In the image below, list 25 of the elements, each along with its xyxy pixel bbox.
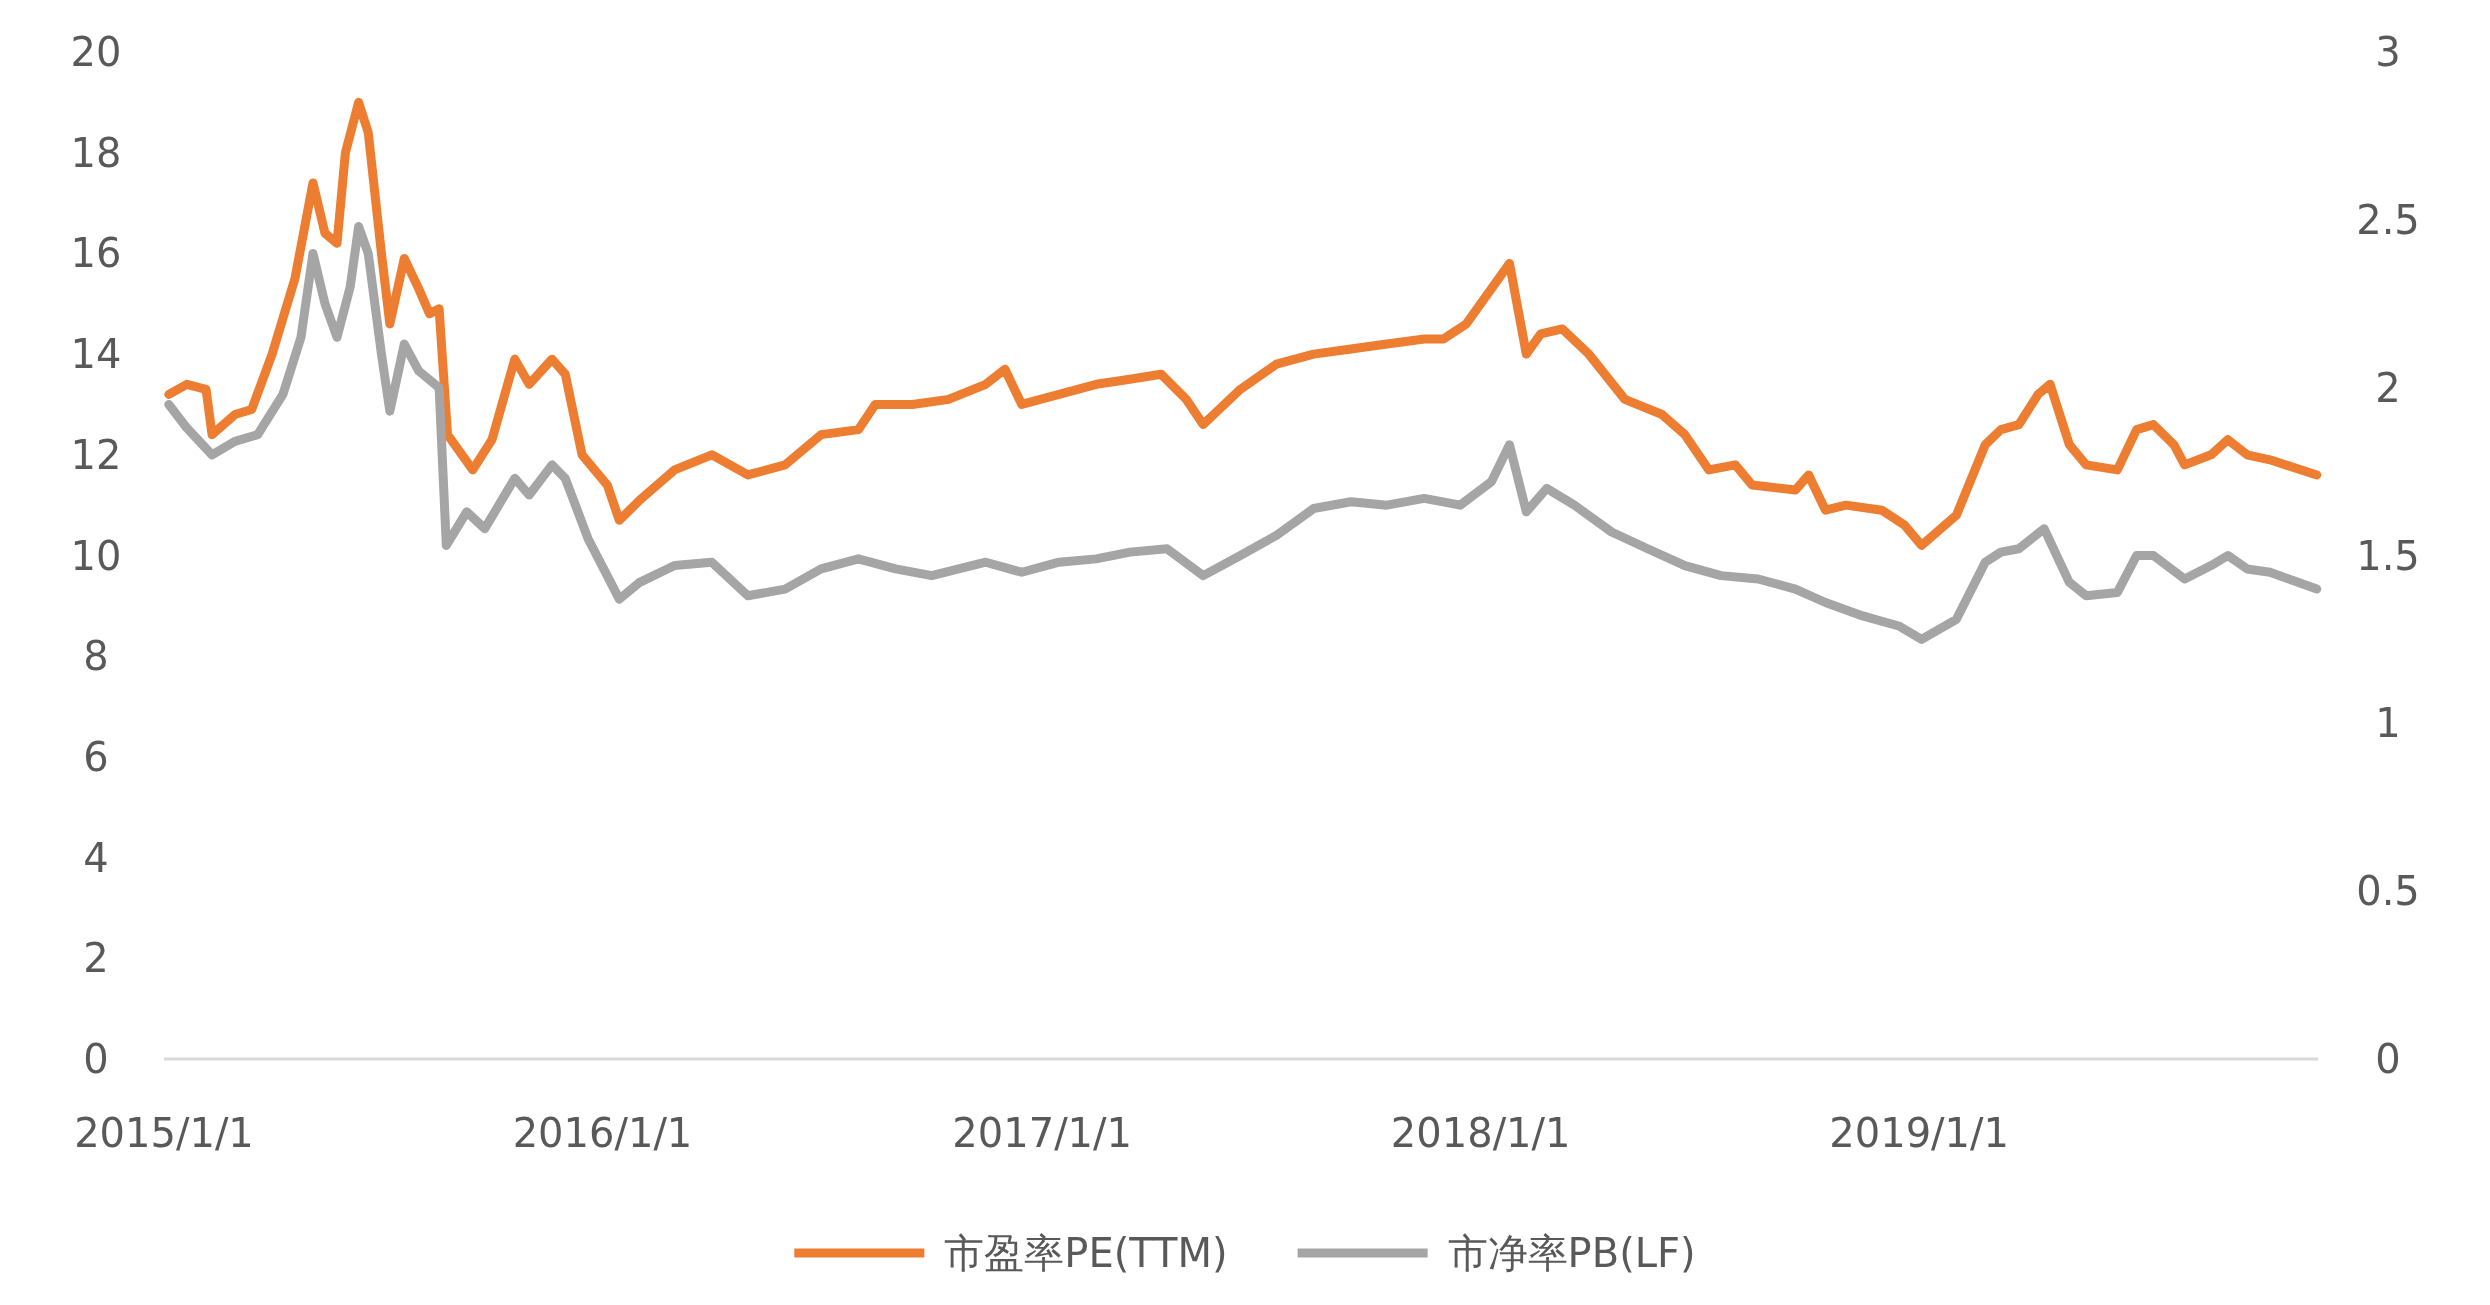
y2-tick-label: 0.5 — [2356, 868, 2420, 915]
y2-tick-label: 1 — [2375, 700, 2401, 747]
y-tick-label: 20 — [70, 29, 122, 75]
y-tick-label: 4 — [83, 834, 109, 881]
y2-tick-label: 3 — [2375, 29, 2401, 75]
y-tick-label: 2 — [83, 935, 109, 982]
x-tick-label: 2019/1/1 — [1829, 1110, 2009, 1156]
legend-label: 市净率PB(LF) — [1447, 1230, 1696, 1276]
y2-tick-label: 2.5 — [2356, 196, 2420, 243]
y2-tick-label: 1.5 — [2356, 532, 2420, 579]
y-tick-label: 18 — [70, 129, 122, 176]
y-tick-label: 10 — [70, 532, 122, 579]
x-tick-label: 2016/1/1 — [512, 1110, 693, 1156]
y-tick-label: 12 — [70, 431, 122, 478]
y-tick-label: 6 — [83, 733, 109, 780]
x-tick-label: 2015/1/1 — [74, 1110, 254, 1156]
y-tick-label: 8 — [83, 633, 109, 680]
x-tick-label: 2017/1/1 — [952, 1110, 1133, 1156]
y-tick-label: 16 — [70, 230, 122, 277]
y2-tick-label: 2 — [2375, 364, 2401, 411]
y-tick-label: 14 — [70, 331, 122, 378]
x-tick-label: 2018/1/1 — [1390, 1110, 1571, 1156]
y-tick-label: 0 — [83, 1036, 109, 1082]
legend-label: 市盈率PE(TTM) — [944, 1230, 1228, 1276]
y2-tick-label: 0 — [2375, 1036, 2401, 1082]
